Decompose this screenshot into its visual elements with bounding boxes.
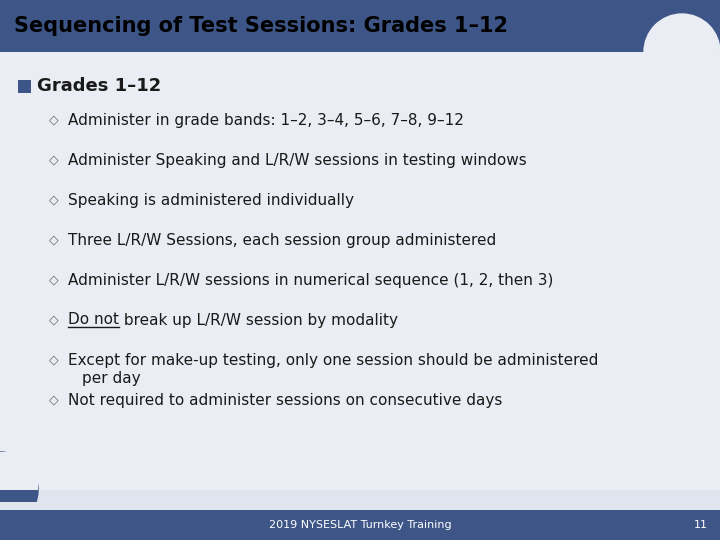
- Text: ◇: ◇: [49, 193, 59, 206]
- Bar: [0, 452, 38, 490]
- Bar: [0, 0, 720, 52]
- Text: Administer in grade bands: 1–2, 3–4, 5–6, 7–8, 9–12: Administer in grade bands: 1–2, 3–4, 5–6…: [68, 112, 464, 127]
- Bar: [18, 79, 31, 92]
- Bar: [0, 510, 720, 540]
- Text: ◇: ◇: [49, 273, 59, 287]
- Text: Not required to administer sessions on consecutive days: Not required to administer sessions on c…: [68, 393, 503, 408]
- Text: Speaking is administered individually: Speaking is administered individually: [68, 192, 354, 207]
- Text: ◇: ◇: [49, 354, 59, 367]
- Text: per day: per day: [82, 370, 140, 386]
- Text: Three L/R/W Sessions, each session group administered: Three L/R/W Sessions, each session group…: [68, 233, 496, 247]
- Text: Administer L/R/W sessions in numerical sequence (1, 2, then 3): Administer L/R/W sessions in numerical s…: [68, 273, 554, 287]
- Text: ◇: ◇: [49, 314, 59, 327]
- Text: Do not: Do not: [68, 313, 119, 327]
- Bar: [0, 502, 720, 510]
- Text: Except for make-up testing, only one session should be administered: Except for make-up testing, only one ses…: [68, 353, 598, 368]
- Bar: [0, 35, 720, 490]
- Text: 11: 11: [694, 520, 708, 530]
- Text: Administer Speaking and L/R/W sessions in testing windows: Administer Speaking and L/R/W sessions i…: [68, 152, 527, 167]
- Text: ◇: ◇: [49, 153, 59, 166]
- Text: Grades 1–12: Grades 1–12: [37, 77, 161, 95]
- Text: ◇: ◇: [49, 113, 59, 126]
- Circle shape: [0, 452, 38, 528]
- Circle shape: [644, 14, 720, 90]
- Text: ◇: ◇: [49, 233, 59, 246]
- Text: Sequencing of Test Sessions: Grades 1–12: Sequencing of Test Sessions: Grades 1–12: [14, 16, 508, 36]
- Text: 2019 NYSESLAT Turnkey Training: 2019 NYSESLAT Turnkey Training: [269, 520, 451, 530]
- Text: break up L/R/W session by modality: break up L/R/W session by modality: [119, 313, 398, 327]
- Text: ◇: ◇: [49, 394, 59, 407]
